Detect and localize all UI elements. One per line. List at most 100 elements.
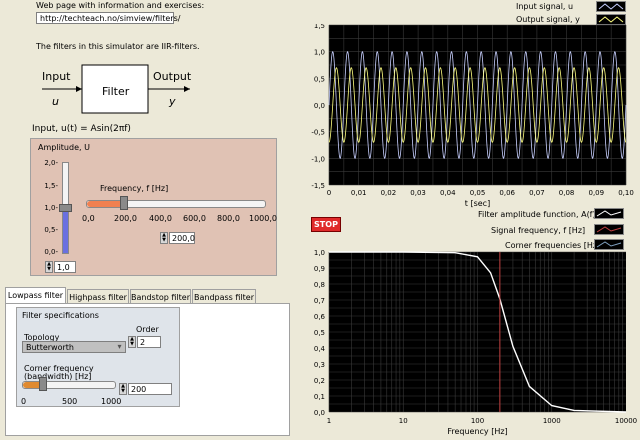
x-tick-label: 10000 bbox=[615, 417, 637, 425]
frequency-slider-fill bbox=[87, 201, 125, 207]
y-tick-label: 0,9 bbox=[314, 265, 325, 273]
input-signal-swatch[interactable] bbox=[596, 1, 626, 12]
legend-input-signal: Input signal, u bbox=[516, 2, 574, 11]
corner-tick: 1000 bbox=[101, 397, 122, 406]
topology-label: Topology bbox=[24, 333, 60, 342]
x-axis-label: t [sec] bbox=[465, 199, 490, 208]
corner-tick: 500 bbox=[62, 397, 78, 406]
freq-tick: 0,0 bbox=[82, 214, 95, 223]
y-tick-label: 0,3 bbox=[314, 361, 325, 369]
url-field[interactable]: http://techteach.no/simview/filters/ bbox=[36, 12, 180, 24]
y-tick-label: 0,5 bbox=[314, 75, 325, 83]
diagram-input-symbol: u bbox=[52, 95, 59, 108]
y-tick-label: -0,5 bbox=[311, 129, 325, 137]
stop-button[interactable]: STOP bbox=[311, 217, 341, 232]
frequency-label: Frequency, f [Hz] bbox=[100, 184, 169, 193]
frequency-value[interactable]: 200,0 bbox=[169, 232, 195, 244]
x-tick-label: 0,02 bbox=[381, 189, 397, 197]
x-tick-label: 10 bbox=[399, 417, 408, 425]
y-tick-label: 0,6 bbox=[314, 313, 326, 321]
filter-spec-title: Filter specifications bbox=[22, 311, 99, 320]
corner-frequencies-swatch[interactable] bbox=[594, 239, 624, 250]
frequency-slider-track[interactable] bbox=[86, 200, 266, 208]
output-signal-line bbox=[328, 67, 627, 143]
signal-frequency-swatch[interactable] bbox=[594, 224, 624, 235]
x-tick-label: 0,05 bbox=[470, 189, 486, 197]
x-axis-label: Frequency [Hz] bbox=[447, 427, 507, 436]
order-spinner[interactable]: ▲ ▼ bbox=[128, 336, 136, 348]
legend-amplitude-fn: Filter amplitude function, A(f) bbox=[478, 210, 596, 219]
freq-tick: 400,0 bbox=[149, 214, 172, 223]
freq-tick: 1000,0 bbox=[249, 214, 277, 223]
input-signal-line bbox=[328, 51, 627, 159]
x-tick-label: 1000 bbox=[543, 417, 561, 425]
corner-tick: 0 bbox=[21, 397, 27, 406]
amp-tick: 1,0- bbox=[44, 204, 58, 212]
y-tick-label: 0,0 bbox=[314, 102, 325, 110]
corner-slider-fill bbox=[23, 382, 43, 388]
x-tick-label: 0,01 bbox=[351, 189, 367, 197]
amplitude-response-chart: 1,0 0,9 0,8 0,7 0,6 0,5 0,4 0,3 0,2 0,1 0,01 10 100 1… bbox=[314, 250, 637, 436]
y-tick-label: 0,0 bbox=[314, 409, 325, 417]
topology-select[interactable]: Butterworth bbox=[22, 341, 126, 353]
order-label: Order bbox=[136, 325, 159, 334]
input-title: Input, u(t) = Asin(2πf) bbox=[32, 124, 131, 134]
amp-tick: 2,0- bbox=[44, 159, 58, 167]
x-tick-label: 0,03 bbox=[410, 189, 426, 197]
amplitude-spinner[interactable]: ▲ ▼ bbox=[45, 261, 53, 273]
x-tick-label: 0,08 bbox=[559, 189, 575, 197]
time-signal-chart: 1,5 1,0 0,5 0,0 -0,5 -1,0 -1,50 0,01 0,02 0,03 0,0… bbox=[311, 24, 634, 208]
corner-slider-thumb[interactable] bbox=[38, 377, 47, 391]
y-tick-label: 0,7 bbox=[314, 297, 325, 305]
tab-bandstop[interactable]: Bandstop filter bbox=[130, 289, 191, 304]
amp-tick: 1,5- bbox=[44, 182, 58, 190]
freq-tick: 200,0 bbox=[114, 214, 137, 223]
x-tick-label: 0,06 bbox=[499, 189, 515, 197]
x-tick-label: 0,09 bbox=[589, 189, 605, 197]
x-tick-label: 100 bbox=[471, 417, 484, 425]
tab-lowpass[interactable]: Lowpass filter bbox=[5, 287, 66, 304]
corner-value[interactable]: 200 bbox=[128, 383, 172, 395]
order-value[interactable]: 2 bbox=[137, 336, 161, 348]
legend-output-signal: Output signal, y bbox=[516, 15, 580, 24]
x-tick-label: 0,10 bbox=[618, 189, 634, 197]
legend-corner-frequencies: Corner frequencies [Hz] bbox=[505, 241, 601, 250]
diagram-filter-label: Filter bbox=[102, 85, 130, 98]
corner-label-2: (bandwidth) [Hz] bbox=[24, 372, 92, 381]
amplitude-slider-thumb[interactable] bbox=[59, 204, 72, 212]
freq-tick: 600,0 bbox=[183, 214, 206, 223]
y-tick-label: 0,8 bbox=[314, 281, 325, 289]
x-tick-label: 0 bbox=[327, 189, 331, 197]
amplitude-label: Amplitude, U bbox=[38, 143, 90, 152]
iir-note: The filters in this simulator are IIR-fi… bbox=[36, 42, 200, 51]
diagram-output-symbol: y bbox=[169, 95, 176, 108]
y-tick-label: -1,0 bbox=[311, 155, 325, 163]
frequency-slider-thumb[interactable] bbox=[120, 196, 129, 210]
y-tick-label: 1,0 bbox=[314, 250, 325, 257]
x-tick-label: 1 bbox=[327, 417, 331, 425]
tab-highpass[interactable]: Highpass filter bbox=[67, 289, 129, 304]
y-tick-label: 0,5 bbox=[314, 329, 325, 337]
amplitude-slider-fill bbox=[63, 208, 68, 253]
y-tick-label: -1,5 bbox=[311, 182, 325, 190]
legend-signal-frequency: Signal frequency, f [Hz] bbox=[491, 226, 586, 235]
web-info-label: Web page with information and exercises: bbox=[36, 1, 205, 10]
corner-spinner[interactable]: ▲ ▼ bbox=[119, 383, 127, 395]
x-tick-label: 0,04 bbox=[440, 189, 456, 197]
y-tick-label: 0,2 bbox=[314, 377, 325, 385]
chevron-down-icon[interactable]: ▾ bbox=[117, 342, 122, 351]
frequency-spinner[interactable]: ▲ ▼ bbox=[160, 232, 168, 244]
output-signal-swatch[interactable] bbox=[596, 14, 626, 25]
amp-tick: 0,5- bbox=[44, 226, 58, 234]
filter-block-diagram bbox=[42, 64, 190, 114]
diagram-input-label: Input bbox=[42, 70, 71, 83]
corner-slider-track[interactable] bbox=[22, 381, 116, 389]
y-tick-label: 1,0 bbox=[314, 49, 325, 57]
y-tick-label: 0,4 bbox=[314, 345, 326, 353]
amplitude-fn-swatch[interactable] bbox=[594, 208, 624, 219]
topology-value: Butterworth bbox=[26, 343, 74, 352]
freq-tick: 800,0 bbox=[217, 214, 240, 223]
tab-bandpass[interactable]: Bandpass filter bbox=[192, 289, 256, 304]
amplitude-value[interactable]: 1,0 bbox=[54, 261, 76, 273]
diagram-output-label: Output bbox=[153, 70, 192, 83]
